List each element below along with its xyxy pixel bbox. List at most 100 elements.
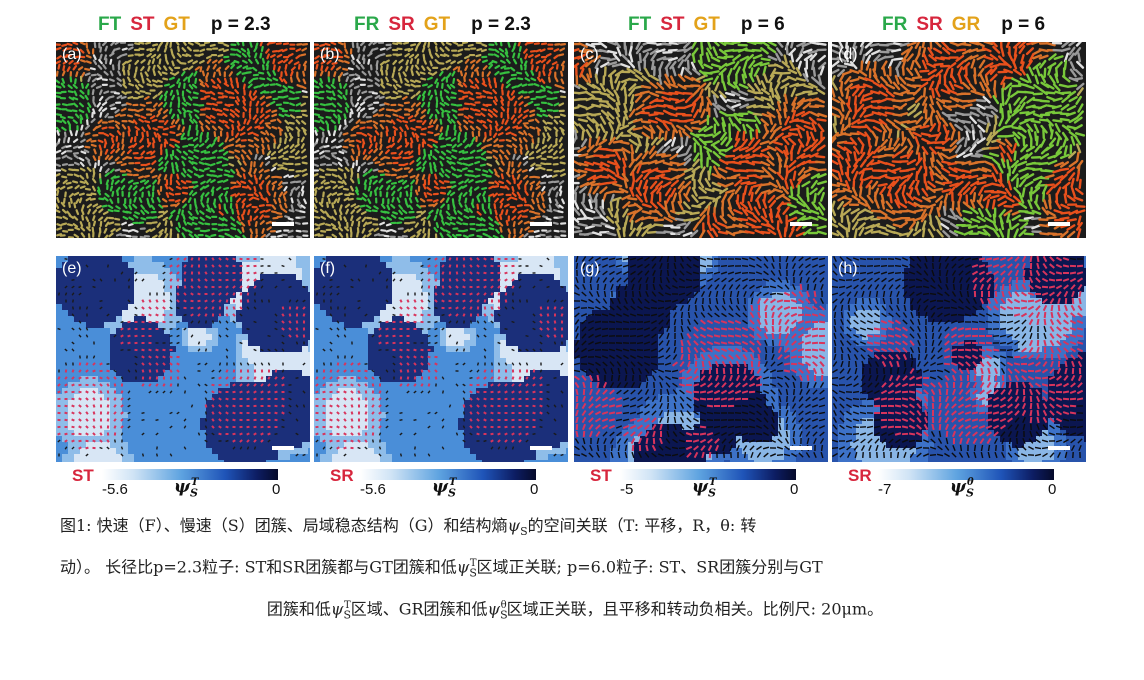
particle-mark: [199, 66, 203, 73]
particle-mark: [302, 173, 308, 177]
particle-mark: [541, 174, 548, 179]
particle-mark: [217, 53, 224, 58]
particle-mark: [786, 203, 797, 209]
particle-mark: [1032, 54, 1043, 60]
particle-mark: [842, 200, 852, 208]
particle-mark: [767, 55, 778, 61]
particle-mark: [586, 82, 596, 89]
particle-mark: [712, 75, 720, 85]
particle-mark: [440, 167, 445, 174]
particle-mark: [476, 47, 483, 52]
particle-mark: [164, 233, 169, 238]
particle-mark: [194, 77, 198, 84]
particle-mark: [718, 67, 727, 76]
particle-mark: [350, 220, 355, 227]
particle-mark: [718, 62, 728, 70]
particle-mark: [229, 113, 235, 118]
particle-mark: [97, 231, 101, 238]
panel-e-entropy-map: (e): [56, 256, 310, 462]
particle-mark: [816, 118, 827, 122]
particle-mark: [962, 103, 973, 108]
particle-mark: [809, 209, 820, 215]
particle-mark: [150, 197, 155, 204]
particle-mark: [537, 203, 541, 210]
particle-mark: [403, 91, 410, 95]
particle-mark: [325, 84, 331, 90]
particle-mark: [511, 168, 516, 175]
particle-mark: [222, 157, 229, 161]
entropy-cell: [272, 262, 278, 268]
particle-mark: [519, 57, 524, 64]
particle-mark: [319, 119, 325, 125]
particle-mark: [414, 53, 420, 59]
particle-mark: [441, 219, 446, 226]
particle-mark: [506, 149, 511, 156]
particle-mark: [1020, 53, 1025, 65]
particle-mark: [266, 180, 271, 186]
particle-mark: [634, 152, 643, 162]
particle-mark: [140, 209, 145, 216]
particle-mark: [1006, 152, 1013, 163]
particle-mark: [558, 185, 563, 192]
particle-mark: [72, 65, 78, 71]
particle-mark: [574, 113, 581, 117]
particle-mark: [158, 161, 164, 167]
particle-mark: [934, 69, 944, 78]
entropy-cell: [242, 274, 248, 280]
particle-mark: [188, 65, 194, 71]
particle-mark: [200, 157, 207, 161]
particle-mark: [169, 153, 173, 161]
particle-mark: [819, 65, 825, 76]
particle-mark: [357, 111, 361, 118]
entropy-cell: [236, 256, 242, 262]
particle-mark: [221, 223, 228, 227]
particle-mark: [844, 75, 852, 85]
particle-mark: [766, 151, 775, 161]
particle-mark: [350, 54, 355, 61]
particle-mark: [354, 73, 361, 78]
particle-mark: [421, 90, 427, 97]
particle-mark: [512, 143, 518, 148]
particle-mark: [542, 132, 546, 139]
entropy-cell: [68, 256, 74, 262]
particle-mark: [498, 180, 505, 185]
particle-mark: [1019, 173, 1029, 180]
particle-mark: [857, 137, 865, 147]
particle-mark: [674, 90, 685, 95]
particle-mark: [181, 191, 189, 195]
entropy-cell: [86, 262, 92, 268]
entropy-cell: [260, 262, 266, 268]
particle-mark: [774, 94, 782, 104]
particle-mark: [781, 194, 791, 202]
particle-mark: [171, 162, 174, 169]
particle-mark: [162, 114, 168, 120]
particle-mark: [808, 82, 818, 89]
particle-mark: [874, 136, 879, 147]
particle-mark: [191, 83, 198, 89]
particle-mark: [558, 143, 563, 149]
particle-mark: [224, 59, 231, 63]
particle-mark: [599, 115, 607, 125]
particle-mark: [497, 193, 504, 196]
particle-mark: [859, 170, 865, 181]
particle-mark: [691, 170, 696, 181]
particle-mark: [540, 162, 547, 166]
particle-mark: [768, 213, 774, 224]
particle-mark: [844, 52, 849, 63]
particle-mark: [942, 230, 951, 238]
particle-mark: [733, 123, 741, 132]
particle-mark: [977, 230, 988, 236]
particle-mark: [1054, 123, 1061, 133]
particle-mark: [939, 152, 950, 160]
particle-mark: [592, 231, 603, 237]
particle-mark: [193, 149, 200, 153]
particle-mark: [683, 180, 692, 189]
particle-mark: [738, 90, 749, 96]
particle-mark: [886, 90, 895, 98]
particle-mark: [744, 98, 755, 102]
particle-mark: [796, 193, 804, 203]
particle-mark: [590, 182, 601, 187]
particle-mark: [193, 233, 200, 238]
particle-mark: [971, 138, 980, 148]
particle-mark: [338, 138, 344, 143]
